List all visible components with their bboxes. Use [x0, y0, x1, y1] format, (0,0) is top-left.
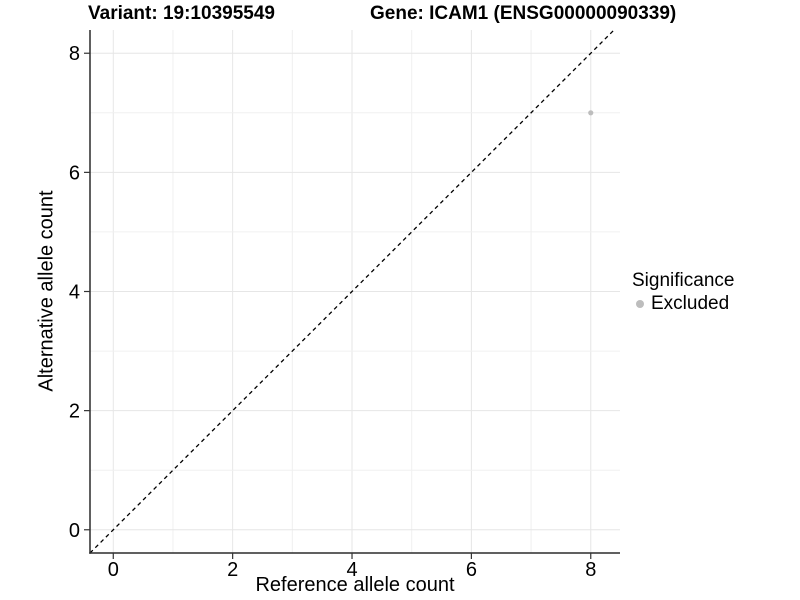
x-tick-label: 0 — [108, 559, 119, 581]
y-tick-label: 0 — [69, 520, 80, 542]
y-tick-label: 6 — [69, 162, 80, 184]
y-tick-label: 2 — [69, 401, 80, 423]
y-tick-label: 4 — [69, 282, 80, 304]
x-tick-label: 2 — [227, 559, 238, 581]
x-axis-title: Reference allele count — [255, 574, 455, 596]
legend-item-excluded: Excluded — [632, 293, 734, 315]
y-axis-title: Alternative allele count — [35, 190, 58, 392]
x-tick-label: 4 — [346, 559, 357, 581]
plot-title-variant: Variant: 19:10395549 — [88, 3, 275, 24]
legend-title: Significance — [632, 270, 735, 291]
data-point — [588, 110, 594, 116]
legend: Significance Excluded — [632, 270, 734, 315]
excluded-point-icon — [636, 300, 644, 308]
plot-title-gene: Gene: ICAM1 (ENSG00000090339) — [370, 3, 677, 24]
y-tick-label: 8 — [69, 43, 80, 65]
x-tick-label: 8 — [585, 559, 596, 581]
legend-item-label: Excluded — [651, 293, 730, 314]
identity-dashed-line — [89, 29, 615, 554]
x-tick-label: 6 — [466, 559, 477, 581]
